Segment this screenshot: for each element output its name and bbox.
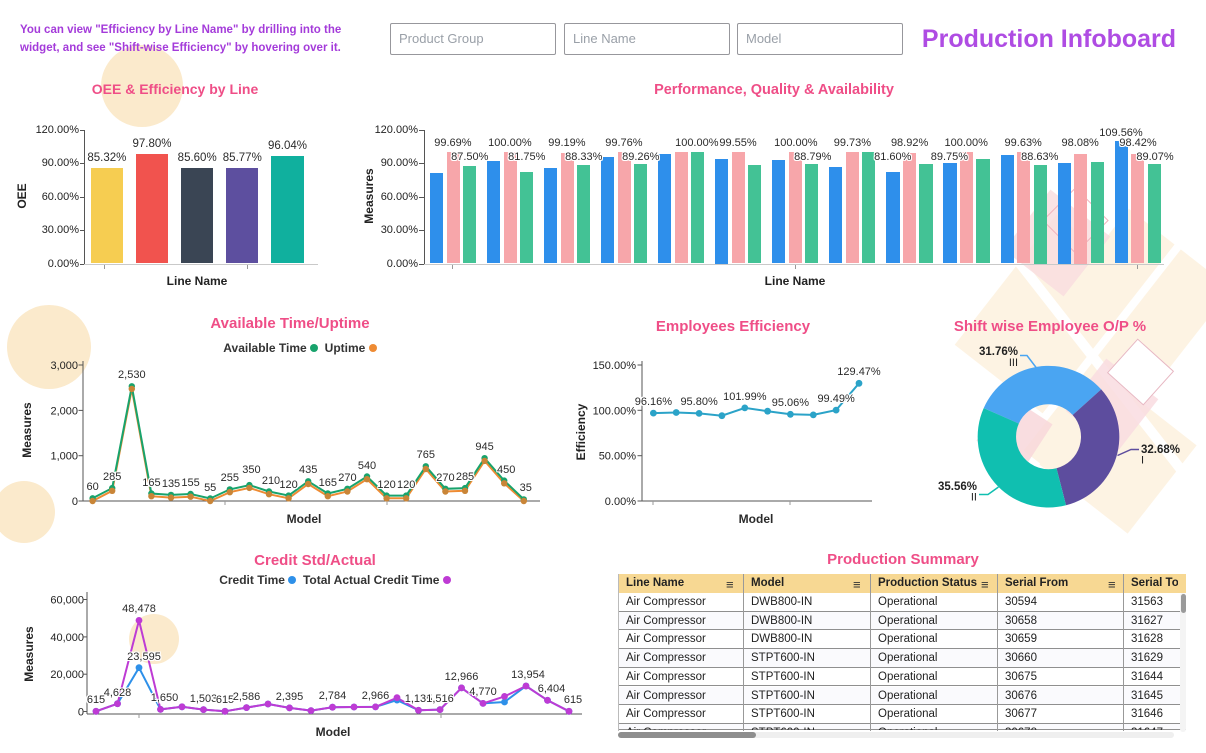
svg-text:2,000: 2,000	[50, 405, 78, 417]
svg-text:I: I	[1141, 455, 1144, 467]
svg-text:0.00%: 0.00%	[605, 496, 636, 508]
svg-text:60,000: 60,000	[50, 595, 84, 607]
svg-text:35.56%: 35.56%	[938, 481, 977, 493]
svg-text:3,000: 3,000	[50, 360, 78, 372]
svg-text:1,000: 1,000	[50, 451, 78, 463]
svg-text:32.68%: 32.68%	[1141, 444, 1180, 456]
svg-text:100.00%: 100.00%	[593, 405, 637, 417]
svg-text:40,000: 40,000	[50, 632, 84, 644]
svg-text:0: 0	[72, 496, 78, 508]
svg-text:50.00%: 50.00%	[599, 451, 637, 463]
svg-text:0: 0	[78, 707, 84, 719]
svg-text:II: II	[971, 492, 977, 504]
svg-text:III: III	[1009, 357, 1018, 369]
svg-text:20,000: 20,000	[50, 669, 84, 681]
svg-text:150.00%: 150.00%	[593, 360, 637, 372]
svg-text:31.76%: 31.76%	[979, 346, 1018, 358]
